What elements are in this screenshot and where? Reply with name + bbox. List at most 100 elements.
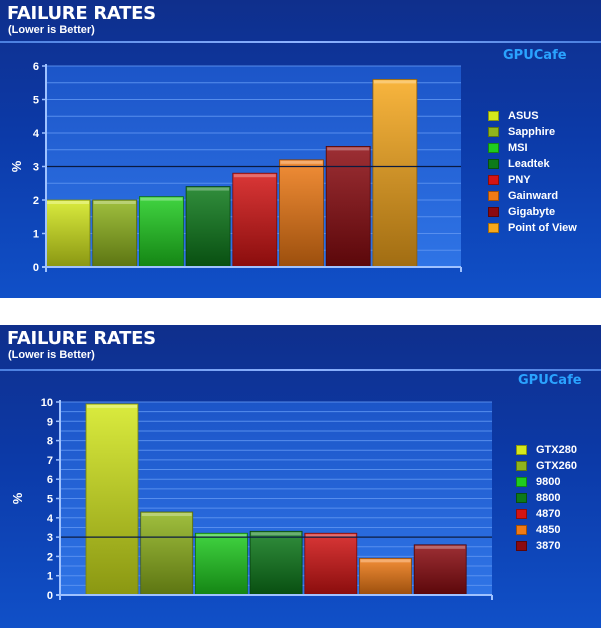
y-tick-label: 3	[33, 162, 39, 174]
bar-gtx280	[85, 403, 139, 596]
header-divider	[0, 41, 601, 43]
bar-8800	[249, 530, 303, 596]
legend-label: 4870	[536, 508, 561, 520]
bar-sapphire	[92, 199, 138, 268]
bar-highlight	[196, 534, 247, 538]
bar-msi	[138, 196, 184, 268]
chart-title: FAILURE RATES	[7, 3, 156, 24]
bar-gtx260	[140, 511, 194, 596]
legend-item: MSI	[488, 140, 577, 156]
legend-item: Leadtek	[488, 156, 577, 172]
y-tick-label: 8	[47, 436, 53, 448]
legend-item: Gigabyte	[488, 204, 577, 220]
legend-item: Point of View	[488, 220, 577, 236]
legend-item: Gainward	[488, 188, 577, 204]
y-tick-label: 5	[47, 494, 53, 506]
legend-label: Point of View	[508, 222, 577, 234]
legend-swatch	[516, 477, 527, 487]
y-tick-label: 2	[47, 551, 53, 563]
bar-pny	[232, 172, 278, 268]
y-tick-label: 4	[33, 128, 40, 140]
y-tick-label: 0	[33, 262, 39, 274]
legend-item: 9800	[516, 474, 577, 490]
legend-label: Gainward	[508, 190, 559, 202]
bar-3870	[413, 544, 467, 596]
y-tick-label: 3	[47, 532, 53, 544]
bar-highlight	[360, 559, 411, 563]
legend-item: Sapphire	[488, 124, 577, 140]
bar-highlight	[187, 187, 230, 191]
watermark: GPUCafe	[518, 373, 582, 388]
legend-1: ASUS Sapphire MSI Leadtek PNY Gainward Gigabyt…	[488, 108, 577, 236]
bar-chart-2: 0 1 2 3 4 5 6 7 8 9 10%	[10, 397, 493, 602]
legend-swatch	[516, 541, 527, 551]
legend-swatch	[488, 143, 499, 153]
header-divider	[0, 369, 601, 371]
chart-title: FAILURE RATES	[7, 328, 156, 349]
y-tick-label: 6	[47, 474, 53, 486]
y-axis-label: %	[10, 492, 25, 504]
bar-9800	[194, 532, 248, 596]
legend-label: ASUS	[508, 110, 539, 122]
legend-label: Sapphire	[508, 126, 556, 138]
bar-highlight	[251, 532, 302, 536]
legend-swatch	[488, 223, 499, 233]
bar-4850	[359, 557, 412, 596]
legend-2: GTX280 GTX260 9800 8800 4870 4850 3870	[516, 442, 577, 554]
bar-highlight	[93, 201, 136, 204]
legend-item: 3870	[516, 538, 577, 554]
legend-label: 9800	[536, 476, 561, 488]
legend-item: 8800	[516, 490, 577, 506]
legend-label: MSI	[508, 142, 528, 154]
legend-item: 4870	[516, 506, 577, 522]
bar-highlight	[141, 513, 192, 517]
bar-highlight	[327, 147, 370, 151]
legend-swatch	[488, 111, 499, 121]
bar-highlight	[233, 174, 276, 178]
bar-point-of-view	[372, 79, 418, 268]
bar-highlight	[47, 201, 89, 204]
y-tick-label: 6	[33, 61, 39, 73]
watermark: GPUCafe	[503, 48, 567, 63]
chart-subtitle: (Lower is Better)	[8, 24, 95, 36]
y-tick-label: 1	[47, 571, 53, 583]
y-tick-label: 9	[47, 416, 53, 428]
y-tick-label: 2	[33, 195, 39, 207]
y-tick-label: 4	[47, 513, 54, 525]
bar-gigabyte	[325, 145, 371, 268]
y-tick-label: 0	[47, 590, 53, 602]
legend-label: 4850	[536, 524, 561, 536]
legend-swatch	[488, 159, 499, 169]
legend-label: GTX260	[536, 460, 577, 472]
y-axis-label: %	[9, 160, 24, 172]
bar-asus	[45, 199, 91, 268]
legend-item: GTX260	[516, 458, 577, 474]
legend-swatch	[516, 461, 527, 471]
legend-swatch	[488, 175, 499, 185]
legend-swatch	[488, 127, 499, 137]
legend-item: PNY	[488, 172, 577, 188]
bar-highlight	[415, 545, 466, 549]
chart-panel-1: FAILURE RATES (Lower is Better) GPUCafe …	[0, 0, 601, 298]
legend-label: 8800	[536, 492, 561, 504]
bar-4870	[304, 532, 358, 596]
bar-chart-1: 0 1 2 3 4 5 6%	[9, 61, 462, 274]
chart-panel-2: FAILURE RATES (Lower is Better) GPUCafe …	[0, 325, 601, 628]
legend-item: ASUS	[488, 108, 577, 124]
bar-highlight	[305, 534, 356, 538]
legend-label: 3870	[536, 540, 561, 552]
y-tick-label: 10	[41, 397, 53, 409]
legend-item: GTX280	[516, 442, 577, 458]
legend-label: Leadtek	[508, 158, 550, 170]
bar-highlight	[87, 404, 137, 408]
legend-swatch	[488, 207, 499, 217]
bar-highlight	[140, 197, 183, 201]
bar-gainward	[279, 159, 324, 268]
legend-label: GTX280	[536, 444, 577, 456]
legend-label: Gigabyte	[508, 206, 556, 218]
legend-swatch	[516, 509, 527, 519]
bar-highlight	[373, 80, 416, 84]
chart-subtitle: (Lower is Better)	[8, 349, 95, 361]
legend-item: 4850	[516, 522, 577, 538]
legend-swatch	[488, 191, 499, 201]
